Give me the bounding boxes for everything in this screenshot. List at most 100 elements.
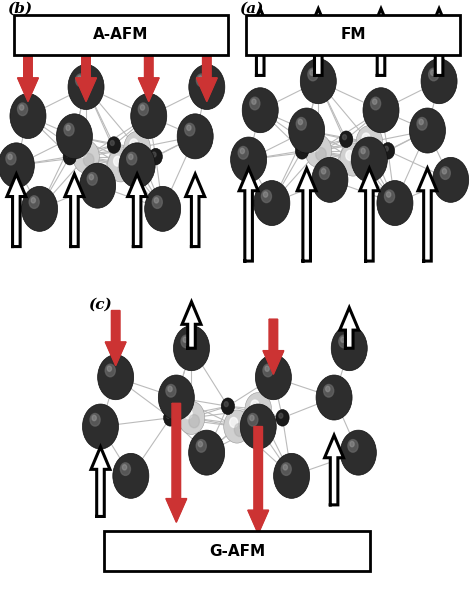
Circle shape — [138, 103, 148, 115]
Circle shape — [122, 465, 127, 470]
Circle shape — [321, 169, 326, 174]
Circle shape — [250, 97, 260, 110]
Circle shape — [250, 416, 254, 421]
Circle shape — [238, 146, 248, 159]
Circle shape — [363, 88, 399, 133]
Circle shape — [384, 190, 394, 202]
Circle shape — [386, 192, 391, 197]
Circle shape — [346, 150, 354, 160]
Circle shape — [242, 88, 278, 133]
Circle shape — [298, 119, 302, 125]
Text: G-AFM: G-AFM — [209, 543, 265, 559]
Circle shape — [255, 355, 292, 400]
Circle shape — [348, 440, 358, 452]
Circle shape — [82, 404, 118, 449]
Circle shape — [98, 355, 134, 400]
Circle shape — [114, 156, 121, 166]
Circle shape — [198, 76, 203, 81]
Circle shape — [295, 143, 309, 159]
Circle shape — [279, 413, 283, 418]
Circle shape — [316, 147, 326, 161]
Circle shape — [83, 153, 94, 166]
Circle shape — [90, 413, 100, 426]
Circle shape — [433, 157, 469, 202]
Circle shape — [248, 413, 258, 426]
Circle shape — [63, 149, 76, 165]
Circle shape — [310, 70, 314, 75]
Circle shape — [430, 70, 435, 75]
Circle shape — [196, 74, 207, 86]
Circle shape — [75, 74, 86, 86]
Circle shape — [264, 192, 268, 197]
Circle shape — [305, 134, 331, 168]
Circle shape — [108, 149, 134, 182]
Circle shape — [127, 152, 137, 165]
Circle shape — [245, 392, 272, 426]
Circle shape — [107, 137, 120, 153]
Circle shape — [31, 198, 36, 203]
Circle shape — [361, 148, 365, 154]
Circle shape — [131, 94, 167, 139]
Circle shape — [29, 196, 39, 208]
Circle shape — [152, 152, 156, 157]
Circle shape — [240, 148, 245, 154]
Circle shape — [296, 117, 306, 130]
Circle shape — [319, 167, 329, 179]
Polygon shape — [65, 174, 84, 246]
Circle shape — [326, 386, 330, 392]
Circle shape — [196, 440, 206, 452]
Circle shape — [189, 414, 200, 428]
Bar — [246, 15, 460, 55]
Circle shape — [289, 108, 325, 153]
Circle shape — [173, 326, 210, 371]
Circle shape — [73, 140, 99, 173]
Circle shape — [339, 131, 353, 147]
Circle shape — [189, 430, 225, 475]
Circle shape — [89, 175, 93, 180]
Circle shape — [145, 186, 181, 231]
Text: FM: FM — [340, 27, 366, 43]
Circle shape — [140, 105, 145, 110]
Circle shape — [0, 143, 34, 188]
Circle shape — [113, 453, 149, 498]
Polygon shape — [18, 29, 38, 102]
Circle shape — [68, 65, 104, 110]
Circle shape — [417, 117, 427, 130]
Circle shape — [198, 442, 202, 447]
Circle shape — [181, 335, 191, 348]
Polygon shape — [372, 9, 391, 75]
Polygon shape — [429, 9, 448, 75]
Circle shape — [311, 141, 319, 152]
Circle shape — [263, 364, 273, 377]
Circle shape — [92, 416, 96, 421]
Polygon shape — [75, 29, 96, 102]
Circle shape — [164, 410, 177, 426]
Circle shape — [224, 410, 250, 443]
Polygon shape — [128, 174, 146, 246]
Circle shape — [252, 99, 256, 104]
Text: (b): (b) — [7, 2, 32, 16]
Circle shape — [384, 146, 388, 152]
Circle shape — [273, 453, 310, 498]
Circle shape — [410, 108, 446, 153]
Circle shape — [442, 169, 447, 174]
Polygon shape — [251, 9, 270, 75]
Circle shape — [19, 105, 24, 110]
Circle shape — [428, 68, 439, 81]
Circle shape — [105, 364, 115, 377]
Circle shape — [339, 335, 349, 348]
Circle shape — [183, 337, 187, 342]
Circle shape — [118, 162, 129, 175]
Circle shape — [152, 196, 162, 208]
Circle shape — [265, 366, 269, 371]
Circle shape — [371, 97, 381, 110]
Bar — [104, 531, 370, 571]
Circle shape — [381, 143, 394, 159]
Circle shape — [119, 143, 155, 188]
Circle shape — [421, 59, 457, 104]
Circle shape — [166, 413, 171, 418]
Circle shape — [187, 125, 191, 130]
Circle shape — [87, 173, 97, 185]
Polygon shape — [309, 9, 328, 75]
Circle shape — [359, 146, 369, 159]
